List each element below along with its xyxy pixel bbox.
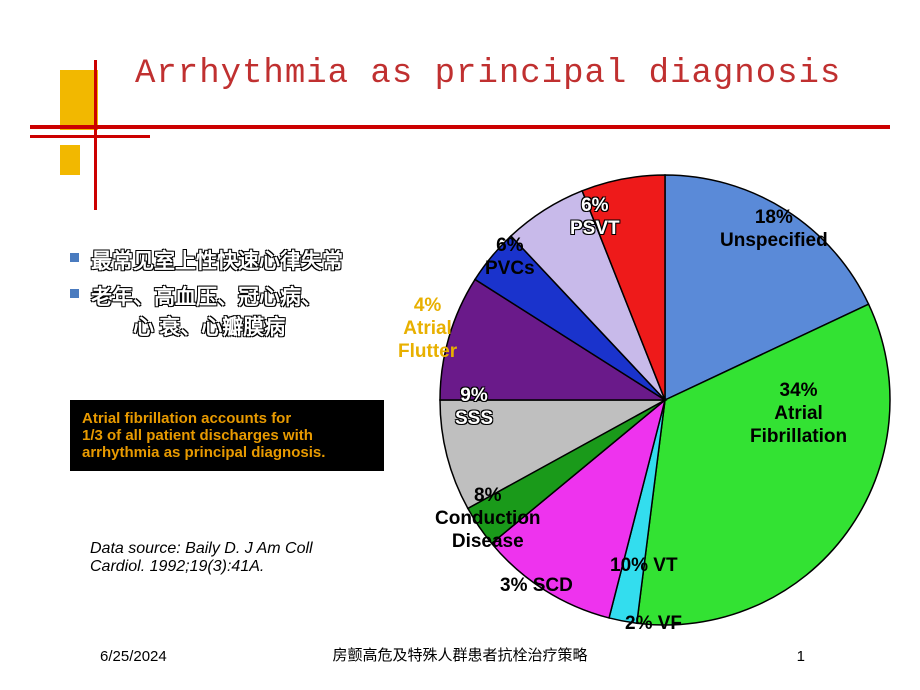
pie-slice-label: 18% Unspecified — [720, 207, 828, 253]
pie-slice-label: 8% Conduction Disease — [435, 485, 541, 553]
bullet-item: 老年、高血压、冠心病、 心 衰、心瓣膜病 — [70, 281, 430, 341]
pie-slice-label: 6% PVCs — [485, 235, 535, 281]
footer-page-number: 1 — [797, 648, 805, 665]
decoration-cross-h — [30, 135, 150, 138]
title-rule — [30, 125, 890, 129]
pie-slice-label: 6% PSVT — [570, 195, 620, 241]
slide: { "title": { "text": "Arrhythmia as prin… — [0, 0, 920, 690]
pie-chart: 18% Unspecified 34% Atrial Fibrillation 2%… — [420, 155, 900, 635]
bullet-marker — [70, 289, 79, 298]
decoration-cross-v — [94, 60, 97, 210]
slide-title: Arrhythmia as principal diagnosis — [135, 55, 841, 93]
pie-slice-label: 34% Atrial Fibrillation — [750, 380, 847, 448]
footer-center: 房颤高危及特殊人群患者抗栓治疗策略 — [0, 644, 920, 665]
pie-slice-label: 2% VF — [625, 613, 682, 636]
bullet-text: 老年、高血压、冠心病、 心 衰、心瓣膜病 — [91, 281, 322, 341]
decoration-box-2 — [60, 145, 80, 175]
pie-slice-label: 3% SCD — [500, 575, 573, 598]
data-source: Data source: Baily D. J Am Coll Cardiol.… — [90, 540, 370, 576]
pie-slice-label: 4% Atrial Flutter — [398, 295, 457, 363]
bullet-list: 最常见室上性快速心律失常 老年、高血压、冠心病、 心 衰、心瓣膜病 — [70, 245, 430, 347]
pie-slice-label: 10% VT — [610, 555, 678, 578]
bullet-text: 最常见室上性快速心律失常 — [91, 245, 343, 275]
pie-slice-label: 9% SSS — [455, 385, 493, 431]
decoration-box-1 — [60, 70, 98, 130]
bullet-item: 最常见室上性快速心律失常 — [70, 245, 430, 275]
callout-box: Atrial fibrillation accounts for 1/3 of … — [70, 400, 384, 471]
bullet-marker — [70, 253, 79, 262]
